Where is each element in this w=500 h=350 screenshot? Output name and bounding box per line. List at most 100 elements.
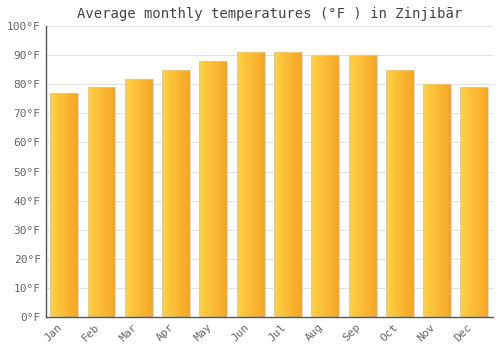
Bar [412,70,414,317]
Bar [480,87,481,317]
Bar [167,70,168,317]
Bar [209,61,210,317]
Bar [447,84,448,317]
Bar [337,55,338,317]
Bar [435,84,436,317]
Bar [101,87,102,317]
Bar [69,93,70,317]
Bar [486,87,488,317]
Bar [70,93,71,317]
Bar [320,55,321,317]
Bar [289,52,290,317]
Bar [393,70,394,317]
Bar [326,55,327,317]
Bar [288,52,289,317]
Bar [478,87,479,317]
Bar [164,70,165,317]
Bar [460,87,488,317]
Bar [293,52,294,317]
Title: Average monthly temperatures (°F ) in Zinjibār: Average monthly temperatures (°F ) in Zi… [76,7,462,21]
Bar [476,87,477,317]
Bar [74,93,75,317]
Bar [72,93,73,317]
Bar [465,87,466,317]
Bar [175,70,176,317]
Bar [286,52,287,317]
Bar [348,55,349,317]
Bar [369,55,370,317]
Bar [223,61,224,317]
Bar [137,78,138,317]
Bar [249,52,250,317]
Bar [206,61,207,317]
Bar [295,52,296,317]
Bar [248,52,249,317]
Bar [374,55,375,317]
Bar [410,70,411,317]
Bar [365,55,366,317]
Bar [262,52,263,317]
Bar [252,52,253,317]
Bar [172,70,174,317]
Bar [325,55,326,317]
Bar [430,84,431,317]
Bar [50,93,51,317]
Bar [372,55,373,317]
Bar [174,70,175,317]
Bar [236,52,264,317]
Bar [279,52,280,317]
Bar [244,52,245,317]
Bar [464,87,465,317]
Bar [110,87,111,317]
Bar [483,87,484,317]
Bar [73,93,74,317]
Bar [141,78,142,317]
Bar [138,78,139,317]
Bar [329,55,330,317]
Bar [238,52,239,317]
Bar [323,55,324,317]
Bar [351,55,352,317]
Bar [389,70,390,317]
Bar [205,61,206,317]
Bar [246,52,248,317]
Bar [219,61,220,317]
Bar [386,70,387,317]
Bar [467,87,468,317]
Bar [128,78,130,317]
Bar [433,84,434,317]
Bar [53,93,54,317]
Bar [139,78,140,317]
Bar [312,55,313,317]
Bar [61,93,62,317]
Bar [450,84,451,317]
Bar [104,87,105,317]
Bar [98,87,100,317]
Bar [360,55,361,317]
Bar [274,52,302,317]
Bar [132,78,133,317]
Bar [106,87,107,317]
Bar [133,78,134,317]
Bar [170,70,171,317]
Bar [227,61,228,317]
Bar [59,93,60,317]
Bar [149,78,150,317]
Bar [364,55,365,317]
Bar [371,55,372,317]
Bar [89,87,90,317]
Bar [462,87,463,317]
Bar [166,70,167,317]
Bar [466,87,467,317]
Bar [52,93,53,317]
Bar [88,87,89,317]
Bar [407,70,408,317]
Bar [186,70,188,317]
Bar [62,93,63,317]
Bar [442,84,444,317]
Bar [257,52,258,317]
Bar [245,52,246,317]
Bar [387,70,388,317]
Bar [200,61,228,317]
Bar [115,87,116,317]
